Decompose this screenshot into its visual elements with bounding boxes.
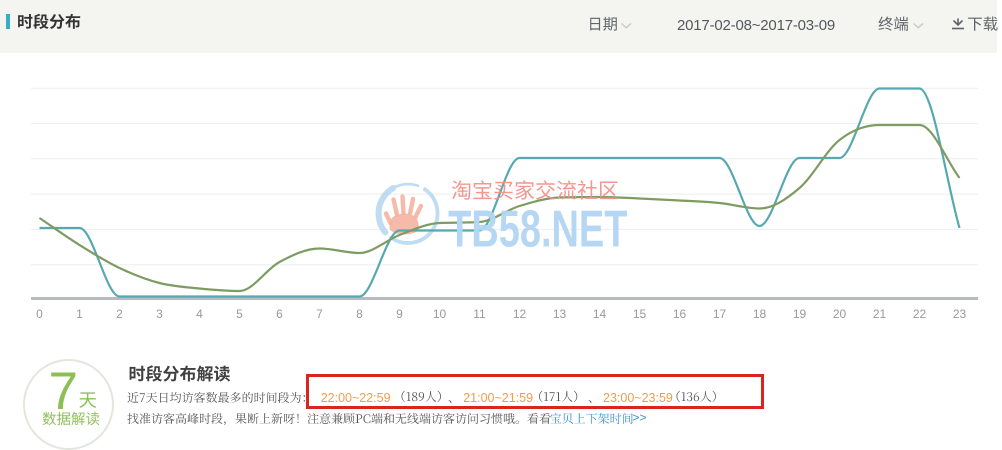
svg-text:10: 10 [433, 307, 447, 321]
svg-text:23: 23 [953, 307, 967, 321]
svg-text:15: 15 [633, 307, 647, 321]
svg-text:2: 2 [116, 307, 123, 321]
svg-text:3: 3 [156, 307, 163, 321]
svg-text:22: 22 [913, 307, 927, 321]
svg-text:20: 20 [833, 307, 847, 321]
svg-text:13: 13 [553, 307, 567, 321]
svg-text:23:00~23:59: 23:00~23:59 [603, 391, 673, 405]
svg-text:16: 16 [673, 307, 687, 321]
svg-text:7: 7 [49, 362, 78, 421]
svg-text:TB58.NET: TB58.NET [448, 200, 627, 258]
svg-text:18: 18 [753, 307, 767, 321]
svg-text:21:00~21:59: 21:00~21:59 [463, 391, 533, 405]
svg-text:4: 4 [196, 307, 203, 321]
svg-text:5: 5 [236, 307, 243, 321]
svg-text:21: 21 [873, 307, 887, 321]
svg-text:7: 7 [316, 307, 323, 321]
svg-text:9: 9 [396, 307, 403, 321]
svg-text:1: 1 [76, 307, 83, 321]
svg-text:8: 8 [356, 307, 363, 321]
svg-text:2017-02-08~2017-03-09: 2017-02-08~2017-03-09 [677, 17, 835, 34]
svg-text:17: 17 [713, 307, 727, 321]
svg-text:11: 11 [473, 307, 486, 321]
svg-text:>>: >> [633, 411, 647, 425]
svg-text:14: 14 [593, 307, 607, 321]
svg-text:19: 19 [793, 307, 807, 321]
svg-text:12: 12 [513, 307, 527, 321]
svg-text:6: 6 [276, 307, 283, 321]
svg-text:22:00~22:59: 22:00~22:59 [321, 391, 391, 405]
svg-text:0: 0 [36, 307, 43, 321]
